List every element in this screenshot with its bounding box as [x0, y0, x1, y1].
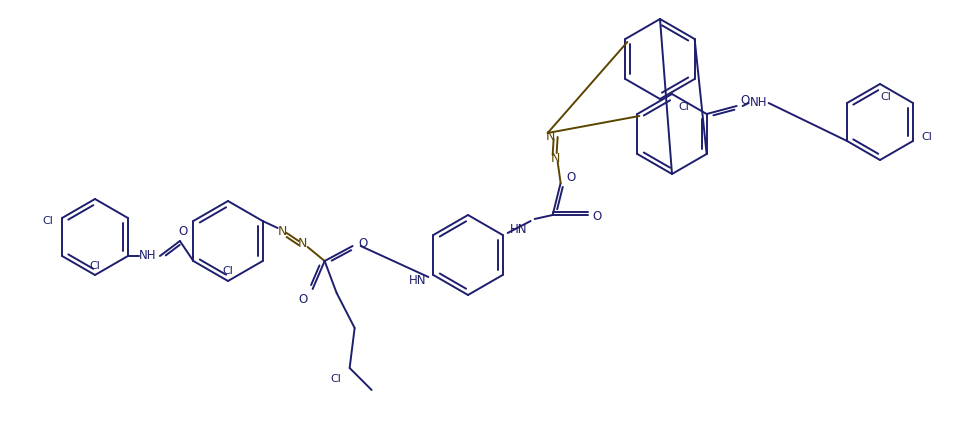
Text: O: O: [592, 210, 601, 223]
Text: NH: NH: [750, 96, 767, 109]
Text: Cl: Cl: [922, 132, 932, 141]
Text: O: O: [566, 171, 575, 184]
Text: Cl: Cl: [222, 265, 233, 275]
Text: Cl: Cl: [330, 373, 341, 383]
Text: NH: NH: [139, 249, 156, 262]
Text: HN: HN: [510, 223, 527, 236]
Text: O: O: [740, 94, 749, 107]
Text: Cl: Cl: [679, 102, 690, 112]
Text: N: N: [278, 225, 288, 238]
Text: N: N: [298, 237, 307, 250]
Text: Cl: Cl: [89, 261, 101, 270]
Text: HN: HN: [409, 274, 426, 287]
Text: N: N: [551, 152, 560, 165]
Text: O: O: [178, 225, 188, 238]
Text: O: O: [358, 237, 367, 250]
Text: Cl: Cl: [880, 92, 892, 102]
Text: N: N: [546, 130, 555, 143]
Text: Cl: Cl: [42, 215, 54, 225]
Text: O: O: [298, 293, 307, 306]
